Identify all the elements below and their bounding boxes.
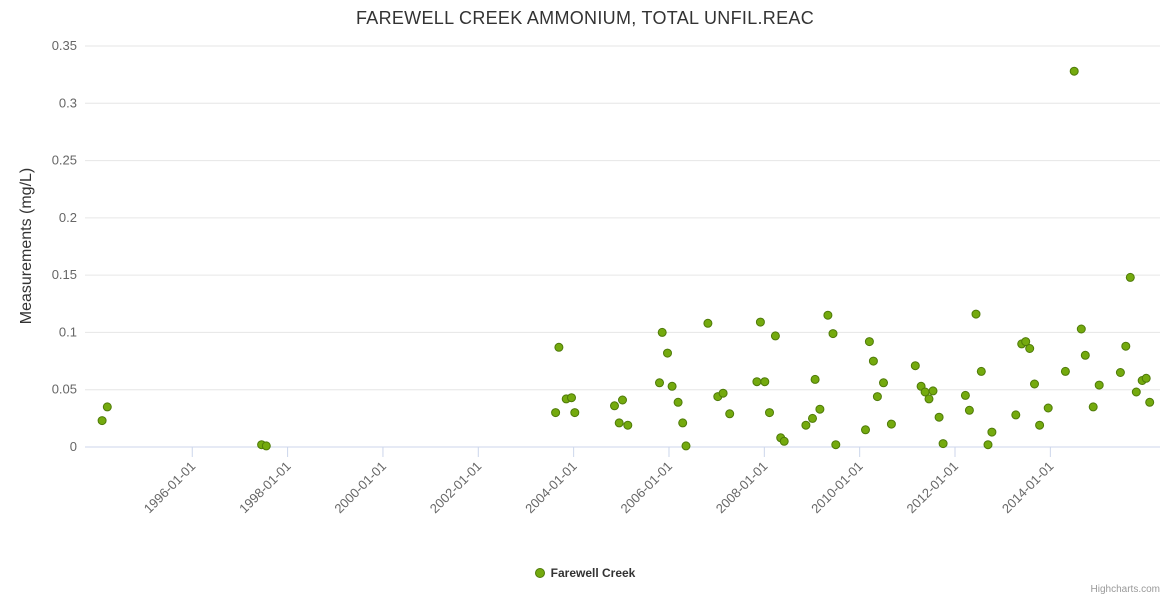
data-point[interactable] [924, 394, 934, 404]
data-point[interactable] [1043, 403, 1053, 413]
data-point[interactable] [567, 393, 576, 403]
data-point[interactable] [261, 441, 271, 451]
data-point[interactable] [755, 317, 765, 327]
legend: Farewell Creek [0, 566, 1170, 580]
data-point[interactable] [938, 439, 948, 449]
x-tick-label: 2004-01-01 [522, 459, 580, 517]
y-tick-label: 0.15 [52, 267, 77, 282]
data-point[interactable] [983, 440, 993, 450]
chart-title: FAREWELL CREEK AMMONIUM, TOTAL UNFIL.REA… [355, 8, 815, 28]
x-tick-label: 2006-01-01 [617, 459, 675, 517]
data-point[interactable] [1145, 397, 1155, 407]
data-point[interactable] [928, 386, 938, 396]
x-tick-label: 2012-01-01 [904, 459, 962, 517]
data-point[interactable] [971, 309, 981, 319]
data-point[interactable] [663, 348, 672, 358]
y-tick-label: 0.35 [52, 38, 77, 53]
data-point[interactable] [976, 366, 986, 376]
data-point[interactable] [1088, 402, 1098, 412]
data-point[interactable] [614, 418, 624, 428]
y-tick-label: 0.05 [52, 382, 77, 397]
y-axis-title: Measurements (mg/L) [18, 167, 35, 325]
data-point[interactable] [1131, 387, 1141, 397]
x-tick-label: 2014-01-01 [999, 459, 1057, 517]
x-tick-label: 2000-01-01 [331, 459, 389, 517]
y-tick-label: 0.3 [59, 95, 77, 110]
data-point[interactable] [987, 427, 997, 437]
data-point[interactable] [97, 416, 107, 426]
data-point[interactable] [808, 413, 817, 423]
data-point[interactable] [1011, 410, 1021, 420]
data-point[interactable] [879, 378, 888, 388]
data-point[interactable] [1030, 379, 1039, 389]
data-point[interactable] [815, 404, 825, 414]
x-tick-label: 2002-01-01 [427, 459, 485, 517]
data-point[interactable] [623, 420, 633, 430]
data-point[interactable] [1125, 272, 1135, 282]
data-point[interactable] [1121, 341, 1131, 351]
data-point[interactable] [673, 397, 683, 407]
y-tick-label: 0.1 [59, 324, 77, 339]
data-point[interactable] [801, 420, 811, 430]
legend-marker-icon [534, 568, 545, 578]
data-point[interactable] [703, 318, 713, 328]
data-point[interactable] [610, 401, 619, 411]
data-point[interactable] [828, 329, 838, 339]
x-tick-label: 2008-01-01 [713, 459, 771, 517]
data-point[interactable] [1076, 324, 1086, 334]
data-point[interactable] [678, 418, 688, 428]
data-point[interactable] [667, 381, 677, 391]
data-point[interactable] [1115, 368, 1125, 377]
legend-label: Farewell Creek [550, 566, 636, 580]
legend-item-farewell-creek[interactable]: Farewell Creek [534, 566, 636, 580]
data-point[interactable] [886, 419, 896, 429]
data-point[interactable] [1094, 380, 1104, 390]
data-point[interactable] [910, 361, 920, 371]
data-point[interactable] [779, 436, 789, 446]
data-point[interactable] [760, 377, 770, 387]
data-point[interactable] [554, 342, 564, 352]
data-point[interactable] [551, 408, 561, 418]
data-point[interactable] [618, 395, 627, 405]
data-point[interactable] [570, 408, 580, 418]
data-point[interactable] [655, 378, 664, 388]
data-point[interactable] [1069, 66, 1079, 76]
credits-link[interactable]: Highcharts.com [1090, 584, 1160, 595]
data-point[interactable] [1060, 366, 1070, 376]
data-point[interactable] [810, 374, 820, 384]
data-point[interactable] [960, 390, 970, 400]
data-point[interactable] [934, 412, 944, 422]
data-point[interactable] [770, 331, 780, 341]
data-point[interactable] [1080, 350, 1090, 360]
y-tick-label: 0.2 [59, 210, 77, 225]
x-tick-label: 1996-01-01 [141, 459, 199, 517]
data-point[interactable] [1141, 373, 1151, 383]
data-point[interactable] [831, 440, 841, 450]
data-point[interactable] [1021, 337, 1031, 347]
x-tick-label: 1998-01-01 [236, 459, 294, 517]
data-point[interactable] [102, 402, 112, 412]
data-point[interactable] [864, 337, 874, 347]
x-tick-label: 2010-01-01 [808, 459, 866, 517]
y-tick-label: 0.25 [52, 153, 77, 168]
data-point[interactable] [1025, 344, 1035, 353]
data-point[interactable] [868, 356, 878, 366]
data-point[interactable] [765, 408, 774, 418]
data-point[interactable] [872, 392, 882, 402]
data-point[interactable] [1035, 420, 1045, 430]
data-point[interactable] [657, 327, 667, 337]
data-point[interactable] [725, 409, 735, 419]
data-point[interactable] [752, 377, 762, 387]
data-point[interactable] [823, 310, 833, 320]
data-point[interactable] [861, 425, 870, 435]
y-tick-label: 0 [70, 439, 77, 454]
data-point[interactable] [681, 441, 691, 451]
data-point[interactable] [964, 405, 974, 415]
data-point[interactable] [718, 388, 728, 398]
